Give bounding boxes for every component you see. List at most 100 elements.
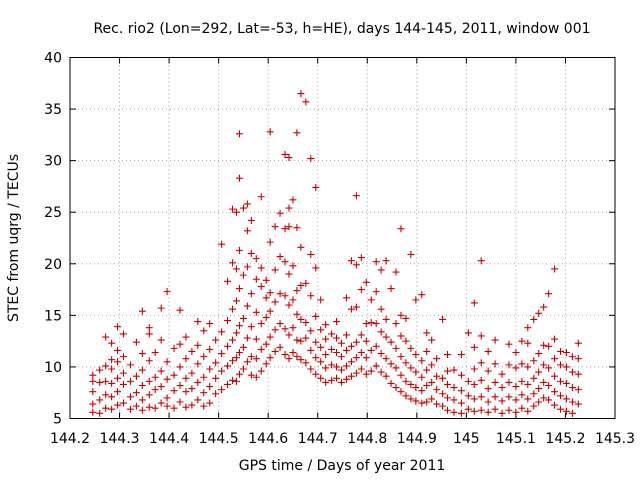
data-point xyxy=(498,397,506,405)
data-point xyxy=(235,285,243,293)
data-point xyxy=(120,399,128,407)
data-point xyxy=(450,366,458,374)
data-point xyxy=(357,331,365,339)
y-tick-label: 25 xyxy=(44,205,62,221)
data-point xyxy=(439,315,447,323)
data-point xyxy=(412,351,420,359)
data-point xyxy=(392,364,400,372)
data-point xyxy=(347,305,355,313)
data-point xyxy=(96,378,104,386)
data-point xyxy=(206,320,214,328)
data-point xyxy=(450,408,458,416)
chart-title: Rec. rio2 (Lon=292, Lat=-53, h=HE), days… xyxy=(93,21,590,37)
data-point xyxy=(108,365,116,373)
data-point xyxy=(89,388,97,396)
data-point xyxy=(114,346,122,354)
data-point xyxy=(252,335,260,343)
data-point xyxy=(512,396,520,404)
data-point xyxy=(252,355,260,363)
data-point xyxy=(176,398,184,406)
data-point xyxy=(328,376,336,384)
data-point xyxy=(518,404,526,412)
data-point xyxy=(372,288,380,296)
data-point xyxy=(182,374,190,382)
data-point xyxy=(574,370,582,378)
data-point xyxy=(557,361,564,369)
data-point xyxy=(312,183,320,191)
data-point xyxy=(524,324,532,332)
data-point xyxy=(243,263,251,271)
data-point xyxy=(407,395,415,403)
data-point xyxy=(342,375,350,383)
data-point xyxy=(218,350,226,358)
data-point xyxy=(328,330,336,338)
data-point xyxy=(176,381,184,389)
data-point xyxy=(271,326,279,334)
data-point xyxy=(317,358,325,366)
data-point xyxy=(491,360,499,368)
data-point xyxy=(524,339,532,347)
data-point xyxy=(470,395,478,403)
x-axis-label: GPS time / Days of year 2011 xyxy=(239,458,446,474)
data-point xyxy=(512,364,520,372)
data-point xyxy=(297,356,305,364)
data-point xyxy=(512,348,520,356)
data-point xyxy=(229,357,237,365)
data-point xyxy=(397,388,405,396)
data-point xyxy=(557,377,564,385)
data-point xyxy=(367,346,375,354)
data-point xyxy=(382,355,390,363)
data-point xyxy=(457,387,465,395)
data-point xyxy=(407,344,415,352)
data-point xyxy=(387,360,395,368)
data-point xyxy=(540,394,548,402)
data-point xyxy=(535,398,543,406)
data-point xyxy=(188,401,196,409)
data-point xyxy=(530,315,538,323)
data-point xyxy=(433,386,441,394)
data-point xyxy=(322,364,330,372)
x-tick-label: 144.4 xyxy=(149,431,189,447)
data-point xyxy=(281,258,289,266)
data-point xyxy=(224,277,232,285)
data-point xyxy=(433,400,441,408)
data-point xyxy=(176,363,184,371)
data-point xyxy=(243,302,251,310)
data-point xyxy=(232,208,240,216)
data-point xyxy=(224,362,232,370)
data-point xyxy=(464,405,472,413)
data-point xyxy=(312,312,320,320)
data-point xyxy=(170,404,178,412)
data-point xyxy=(568,409,576,417)
data-point xyxy=(252,255,260,263)
data-point xyxy=(382,333,390,341)
data-point xyxy=(450,396,458,404)
data-point xyxy=(477,393,485,401)
data-point xyxy=(512,408,520,416)
data-point xyxy=(562,395,570,403)
data-point xyxy=(317,343,325,351)
data-point xyxy=(108,379,116,387)
data-point xyxy=(289,324,297,332)
data-point xyxy=(423,347,431,355)
data-point xyxy=(271,266,279,274)
data-point xyxy=(212,336,220,344)
data-point xyxy=(285,331,293,339)
data-point xyxy=(114,358,122,366)
data-point xyxy=(188,347,196,355)
data-point xyxy=(247,371,255,379)
data-point xyxy=(163,402,171,410)
data-point xyxy=(102,362,110,370)
data-point xyxy=(114,388,122,396)
data-point xyxy=(477,406,485,414)
data-point xyxy=(407,364,415,372)
data-point xyxy=(138,307,146,315)
data-point xyxy=(281,325,289,333)
data-point xyxy=(457,371,465,379)
data-point xyxy=(163,375,171,383)
data-point xyxy=(498,409,506,417)
data-point xyxy=(545,381,553,389)
data-point xyxy=(333,363,341,371)
data-point xyxy=(243,334,251,342)
